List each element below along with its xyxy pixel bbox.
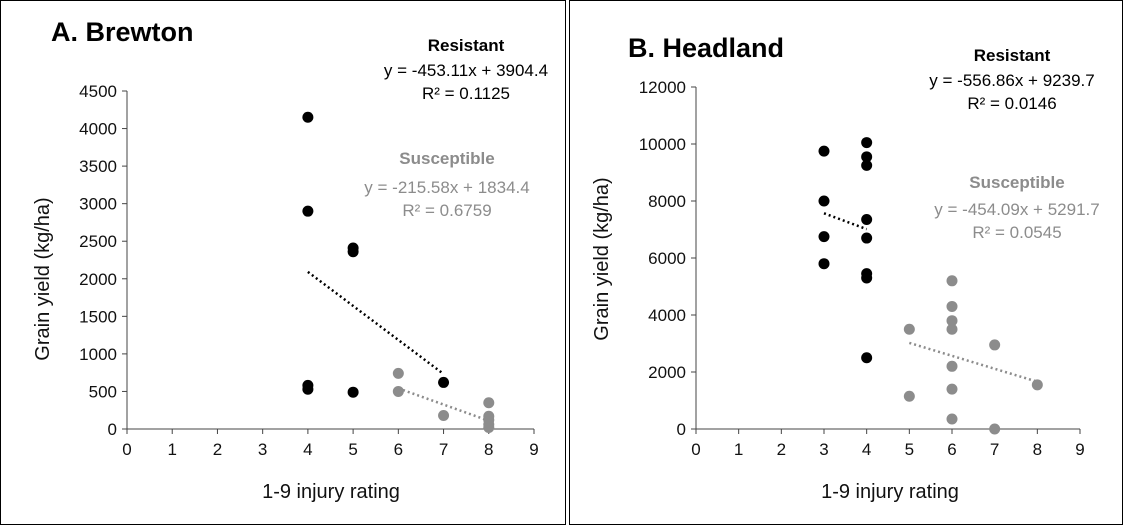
x-tick-label: 9: [1075, 440, 1084, 459]
susceptible-equation: y = -215.58x + 1834.4: [364, 178, 529, 197]
x-tick-label: 3: [258, 440, 267, 459]
y-tick-label: 12000: [639, 78, 686, 97]
y-tick-label: 3500: [79, 157, 117, 176]
susceptible-point: [392, 385, 404, 397]
chart-panel-brewton: A. Brewton Grain yield (kg/ha) 1-9 injur…: [0, 0, 566, 525]
resistant-trendline: [823, 212, 868, 231]
x-tick-label: 5: [348, 440, 357, 459]
plot-area: 0 500 1000 1500 2000 2500 3000 3500 4000 4500 0 1 2 3…: [79, 82, 539, 459]
resistant-point: [347, 386, 359, 398]
resistant-equation: y = -453.11x + 3904.4: [384, 61, 548, 80]
susceptible-point: [989, 423, 1001, 435]
x-tick-label: 0: [122, 440, 131, 459]
resistant-point: [302, 111, 314, 123]
x-tick-label: 9: [529, 440, 538, 459]
x-tick-label: 1: [734, 440, 743, 459]
susceptible-point: [1031, 379, 1043, 391]
y-tick-label: 2000: [648, 363, 686, 382]
x-tick-label: 6: [394, 440, 403, 459]
resistant-label: Resistant: [428, 36, 505, 55]
x-axis-title: 1-9 injury rating: [262, 481, 400, 503]
chart-title: A. Brewton: [51, 17, 194, 47]
resistant-equation: y = -556.86x + 9239.7: [929, 71, 1094, 90]
x-tick-label: 3: [819, 440, 828, 459]
susceptible-trendline: [397, 387, 490, 422]
resistant-trendline: [307, 270, 445, 375]
resistant-point: [818, 145, 830, 157]
y-tick-label: 2500: [79, 232, 117, 251]
x-tick-label: 5: [905, 440, 914, 459]
susceptible-point: [946, 323, 958, 335]
y-axis-title: Grain yield (kg/ha): [32, 197, 54, 360]
y-tick-label: 4500: [79, 82, 117, 101]
x-axis-title: 1-9 injury rating: [821, 481, 959, 503]
plot-area: 0 2000 4000 6000 8000 10000 12000 0 1 2 3 4 5 6 7 8 9: [639, 78, 1085, 459]
susceptible-point: [392, 367, 404, 379]
y-tick-label: 10000: [639, 135, 686, 154]
susceptible-point: [946, 275, 958, 287]
y-tick-label: 1000: [79, 345, 117, 364]
y-tick-label: 0: [677, 420, 686, 439]
resistant-point: [818, 195, 830, 207]
x-tick-label: 7: [990, 440, 999, 459]
x-tick-label: 4: [303, 440, 312, 459]
y-tick-label: 0: [108, 420, 117, 439]
susceptible-label: Susceptible: [399, 149, 494, 168]
resistant-point: [818, 231, 830, 243]
susceptible-point: [946, 360, 958, 372]
x-tick-label: 8: [1033, 440, 1042, 459]
susceptible-trendline: [908, 341, 1038, 383]
y-tick-label: 1500: [79, 307, 117, 326]
chart-panel-headland: B. Headland Grain yield (kg/ha) 1-9 inju…: [569, 0, 1123, 525]
chart-brewton: A. Brewton Grain yield (kg/ha) 1-9 injur…: [32, 17, 548, 503]
susceptible-point: [946, 300, 958, 312]
y-tick-label: 500: [89, 382, 117, 401]
resistant-point: [347, 246, 359, 258]
susceptible-label: Susceptible: [969, 173, 1064, 192]
y-tick-label: 4000: [648, 306, 686, 325]
resistant-point: [818, 258, 830, 270]
resistant-point: [861, 232, 873, 244]
x-tick-label: 2: [213, 440, 222, 459]
y-tick-label: 6000: [648, 249, 686, 268]
susceptible-point: [946, 315, 958, 327]
chart-headland: B. Headland Grain yield (kg/ha) 1-9 inju…: [591, 33, 1100, 503]
resistant-point: [861, 137, 873, 149]
y-tick-label: 3000: [79, 195, 117, 214]
susceptible-point: [946, 413, 958, 425]
y-axis-title: Grain yield (kg/ha): [591, 177, 613, 340]
resistant-point: [861, 352, 873, 364]
resistant-label: Resistant: [974, 46, 1051, 65]
susceptible-r2: R² = 0.0545: [972, 223, 1061, 242]
resistant-r2: R² = 0.1125: [422, 84, 510, 103]
chart-title: B. Headland: [628, 33, 784, 63]
resistant-point: [438, 376, 450, 388]
resistant-point: [861, 272, 873, 284]
x-tick-label: 6: [947, 440, 956, 459]
susceptible-point: [438, 409, 450, 421]
x-tick-label: 2: [777, 440, 786, 459]
x-tick-label: 0: [691, 440, 700, 459]
susceptible-r2: R² = 0.6759: [402, 201, 491, 220]
susceptible-point: [989, 339, 1001, 351]
susceptible-equation: y = -454.09x + 5291.7: [934, 200, 1099, 219]
x-tick-label: 1: [167, 440, 176, 459]
x-tick-label: 4: [862, 440, 871, 459]
y-tick-label: 8000: [648, 192, 686, 211]
resistant-point: [302, 383, 314, 395]
susceptible-point: [483, 421, 495, 433]
resistant-point: [861, 214, 873, 226]
susceptible-point: [946, 383, 958, 395]
resistant-r2: R² = 0.0146: [967, 94, 1056, 113]
resistant-point: [861, 159, 873, 171]
susceptible-point: [483, 397, 495, 409]
resistant-point: [302, 205, 314, 217]
x-tick-label: 8: [484, 440, 493, 459]
y-tick-label: 2000: [79, 270, 117, 289]
susceptible-point: [903, 390, 915, 402]
x-tick-label: 7: [439, 440, 448, 459]
susceptible-point: [903, 323, 915, 335]
resistant-point: [861, 151, 873, 163]
y-tick-label: 4000: [79, 120, 117, 139]
